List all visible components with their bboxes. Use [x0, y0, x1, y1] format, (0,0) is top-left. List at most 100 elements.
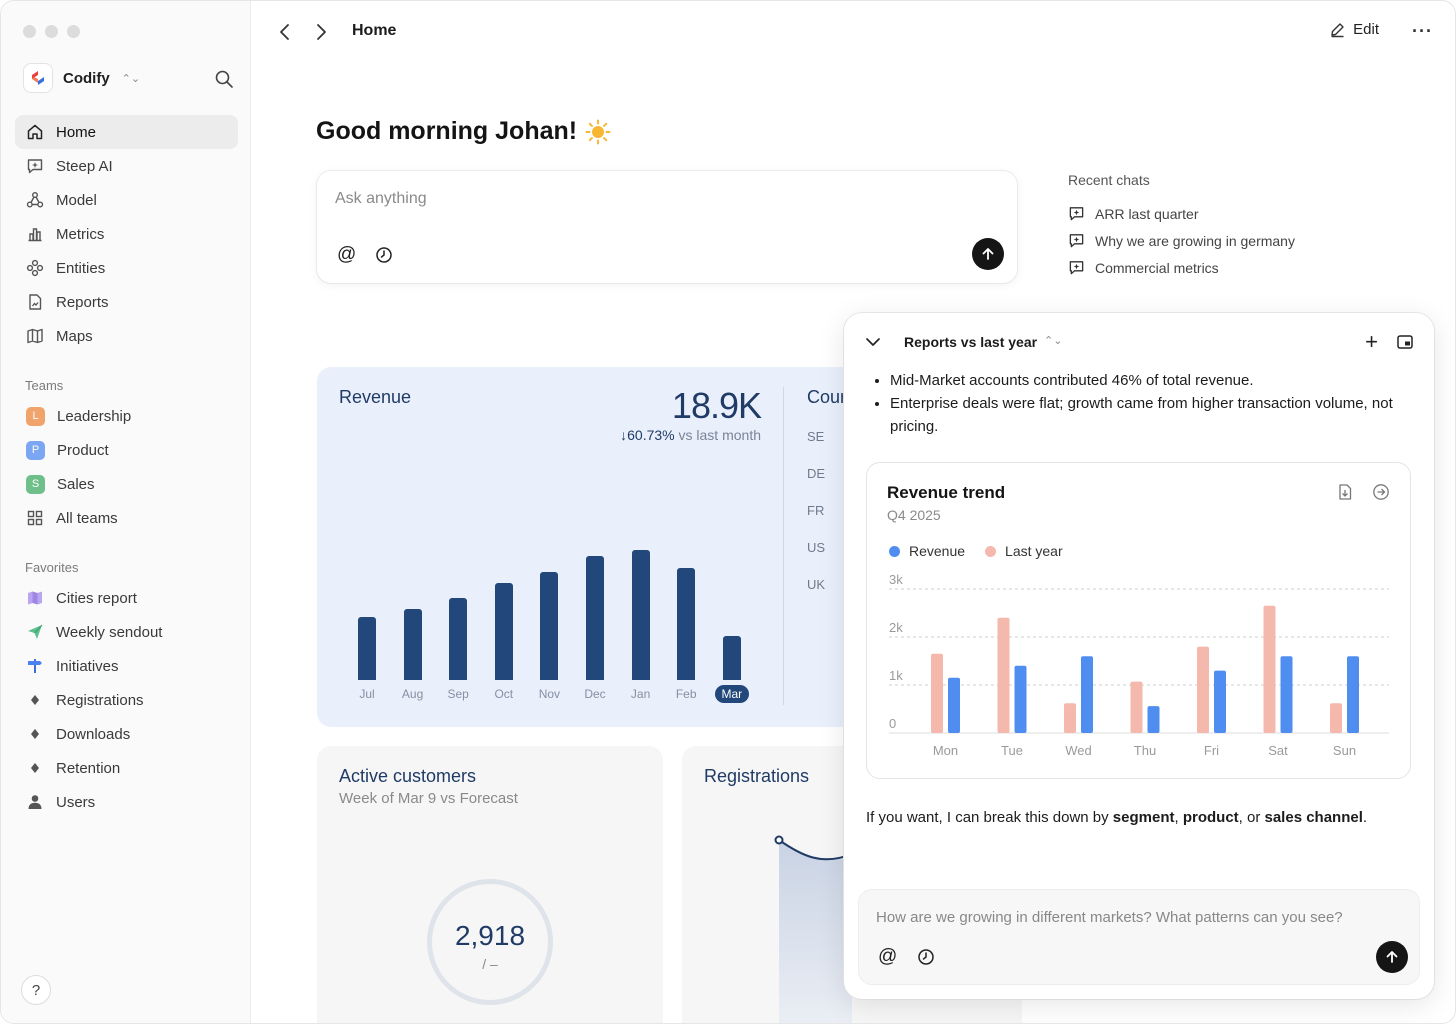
revenue-delta-value: 60.73%	[627, 427, 675, 443]
followup-separator: ,	[1174, 809, 1183, 826]
revenue-bar[interactable]	[948, 677, 960, 733]
team-item-leadership[interactable]: L Leadership	[15, 399, 238, 433]
close-window-button[interactable]	[23, 25, 36, 38]
active-customers-card[interactable]: Active customers Week of Mar 9 vs Foreca…	[317, 746, 663, 1023]
x-tick-label: Thu	[1134, 743, 1156, 758]
favorite-label: Users	[56, 793, 96, 811]
workspace-name: Codify	[63, 69, 110, 87]
revenue-trend-subtitle: Q4 2025	[887, 507, 941, 523]
team-label: All teams	[56, 509, 118, 527]
nav-item-reports[interactable]: Reports	[15, 285, 238, 319]
revenue-trend-card[interactable]: Revenue trend Q4 2025 Revenue Last year …	[866, 462, 1411, 779]
revenue-bar[interactable]	[449, 598, 468, 680]
edit-button[interactable]: Edit	[1329, 21, 1379, 38]
chat-input[interactable]: How are we growing in different markets?…	[876, 909, 1343, 926]
forward-arrow-icon[interactable]	[310, 21, 332, 43]
favorite-item-initiatives[interactable]: Initiatives	[15, 649, 238, 683]
revenue-bar[interactable]	[1014, 665, 1027, 733]
search-icon[interactable]	[214, 69, 234, 89]
recent-chat-item[interactable]: Commercial metrics	[1068, 254, 1295, 281]
legend-label: Revenue	[909, 543, 966, 559]
team-item-sales[interactable]: S Sales	[15, 467, 238, 501]
revenue-bar[interactable]	[358, 617, 376, 680]
history-icon[interactable]	[917, 948, 935, 966]
last-year-bar[interactable]	[1330, 703, 1342, 733]
revenue-bar[interactable]	[586, 556, 604, 680]
chat-sparkle-icon	[1069, 207, 1084, 221]
revenue-bar[interactable]	[1081, 656, 1093, 733]
favorite-item-downloads[interactable]: Downloads	[15, 717, 238, 751]
favorite-item-weekly-sendout[interactable]: Weekly sendout	[15, 615, 238, 649]
recent-chat-label: ARR last quarter	[1095, 205, 1199, 222]
history-icon[interactable]	[375, 246, 393, 264]
maximize-window-button[interactable]	[67, 25, 80, 38]
arrow-up-icon	[982, 248, 994, 260]
revenue-bar[interactable]	[494, 583, 513, 680]
ask-input[interactable]: Ask anything	[335, 190, 427, 207]
nav-item-metrics[interactable]: Metrics	[15, 217, 238, 251]
favorite-label: Registrations	[56, 691, 144, 709]
y-tick-label: 2k	[889, 620, 903, 635]
favorite-item-cities-report[interactable]: Cities report	[15, 581, 238, 615]
revenue-bar[interactable]	[1347, 656, 1359, 733]
team-item-product[interactable]: P Product	[15, 433, 238, 467]
mention-button[interactable]: @	[878, 946, 898, 967]
favorite-item-users[interactable]: Users	[15, 785, 238, 819]
followup-option-sales-channel: sales channel	[1264, 809, 1363, 826]
chevron-down-icon[interactable]	[864, 333, 882, 351]
pencil-icon	[1331, 23, 1344, 38]
revenue-bar[interactable]	[403, 609, 422, 680]
revenue-bar[interactable]	[1214, 670, 1226, 733]
last-year-bar[interactable]	[1263, 605, 1276, 733]
new-chat-button[interactable]: +	[1365, 329, 1378, 354]
nav-item-steep-ai[interactable]: Steep AI	[15, 149, 238, 183]
favorite-label: Cities report	[56, 589, 137, 607]
picture-in-picture-icon[interactable]	[1396, 333, 1414, 351]
chat-input-box[interactable]: How are we growing in different markets?…	[858, 889, 1420, 985]
mention-button[interactable]: @	[337, 244, 357, 265]
last-year-bar[interactable]	[1130, 681, 1143, 733]
minimize-window-button[interactable]	[45, 25, 58, 38]
revenue-bar-label: Aug	[401, 687, 424, 701]
revenue-bar[interactable]	[1147, 706, 1160, 733]
revenue-delta: ↓60.73% vs last month	[620, 427, 761, 443]
chat-send-button[interactable]	[1376, 941, 1408, 973]
send-button[interactable]	[972, 238, 1004, 270]
paper-plane-icon	[28, 624, 43, 639]
revenue-bar[interactable]	[631, 550, 650, 680]
sidebar: Codify ⌃⌄ Home Steep AI Model Metrics	[1, 1, 251, 1023]
registrations-title: Registrations	[704, 766, 810, 786]
recent-chat-item[interactable]: Why we are growing in germany	[1068, 227, 1295, 254]
revenue-bar[interactable]	[1280, 656, 1293, 733]
ask-input-box[interactable]: Ask anything @	[317, 171, 1017, 283]
diamond-icon	[31, 763, 39, 773]
last-year-bar[interactable]	[931, 653, 943, 733]
favorite-item-retention[interactable]: Retention	[15, 751, 238, 785]
last-year-bar[interactable]	[1197, 646, 1209, 733]
more-options-button[interactable]: ···	[1412, 21, 1433, 41]
nav-item-maps[interactable]: Maps	[15, 319, 238, 353]
recent-chat-item[interactable]: ARR last quarter	[1068, 200, 1295, 227]
nav-item-home[interactable]: Home	[15, 115, 238, 149]
workspace-switcher[interactable]: Codify ⌃⌄	[23, 63, 140, 93]
chevron-updown-icon[interactable]: ⌃⌄	[1044, 335, 1063, 347]
active-customers-forecast: / –	[482, 956, 498, 972]
team-item-all-teams[interactable]: All teams	[15, 501, 238, 535]
revenue-bar-label[interactable]: Mar	[714, 685, 749, 703]
favorite-item-registrations[interactable]: Registrations	[15, 683, 238, 717]
back-arrow-icon[interactable]	[274, 21, 296, 43]
last-year-bar[interactable]	[997, 617, 1010, 733]
nav-item-model[interactable]: Model	[15, 183, 238, 217]
chat-sparkle-icon	[1069, 261, 1084, 275]
open-arrow-icon[interactable]	[1372, 483, 1390, 501]
revenue-bar[interactable]	[540, 572, 559, 680]
export-report-icon[interactable]	[1336, 483, 1354, 501]
nav-item-entities[interactable]: Entities	[15, 251, 238, 285]
revenue-card[interactable]: Revenue 18.9K ↓60.73% vs last month Jul A…	[317, 367, 877, 727]
revenue-bar[interactable]	[722, 636, 741, 680]
help-button[interactable]: ?	[21, 975, 51, 1005]
last-year-bar[interactable]	[1064, 703, 1076, 733]
revenue-bar[interactable]	[677, 568, 696, 680]
chat-title[interactable]: Reports vs last year	[904, 334, 1038, 350]
diamond-icon	[31, 729, 39, 739]
